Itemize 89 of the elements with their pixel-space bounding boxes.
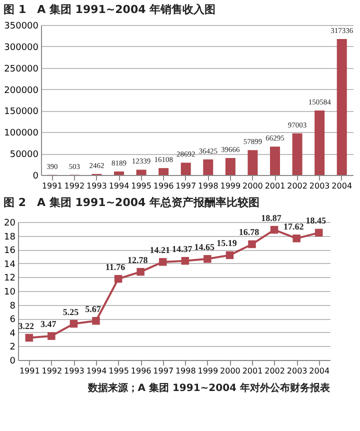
- y-tick-label: 2: [10, 342, 16, 353]
- x-tick-label: 1993: [86, 182, 107, 190]
- y-tick-label: 16: [4, 246, 16, 256]
- data-label: 5.67: [85, 304, 102, 314]
- data-label: 15.19: [216, 238, 238, 248]
- x-tick-label: 1995: [131, 182, 152, 190]
- point: [292, 234, 300, 242]
- bar: [158, 168, 169, 175]
- data-label: 3.22: [18, 320, 35, 331]
- y-tick-label: 0: [32, 172, 39, 182]
- data-label: 18.45: [306, 216, 326, 226]
- data-label: 14.65: [194, 242, 216, 252]
- y-tick-label: 18: [4, 232, 16, 242]
- bar: [114, 171, 124, 175]
- point: [270, 226, 278, 234]
- bar: [292, 133, 302, 175]
- x-tick-label: 1991: [42, 182, 62, 190]
- chart-title: 图 2 A 集团 1991~2004 年总资产报酬率比较图: [4, 196, 260, 209]
- x-tick-label: 2002: [264, 366, 285, 376]
- x-tick-label: 1991: [19, 366, 40, 376]
- x-tick-label: 1997: [176, 182, 196, 190]
- source-note: 数据来源；A 集团 1991~2004 年对外公布财务报表: [86, 382, 331, 394]
- x-tick-label: 2000: [220, 366, 240, 376]
- point: [136, 268, 144, 276]
- x-tick-label: 1994: [86, 366, 107, 376]
- point: [158, 258, 167, 266]
- x-tick-label: 2003: [309, 182, 330, 190]
- y-tick-label: 4: [10, 328, 16, 339]
- x-tick-label: 1994: [108, 182, 130, 190]
- point: [314, 228, 323, 237]
- bar: [136, 170, 146, 175]
- bar: [225, 158, 236, 175]
- bar: [336, 39, 347, 175]
- x-tick-label: 2004: [332, 182, 352, 190]
- y-tick-label: 300000: [4, 42, 39, 53]
- point: [92, 317, 100, 325]
- point: [204, 255, 212, 263]
- x-tick-label: 1998: [198, 182, 218, 190]
- bar: [314, 110, 325, 175]
- data-label: 5.25: [62, 306, 80, 317]
- y-tick-label: 100000: [4, 128, 39, 139]
- point: [48, 332, 56, 340]
- data-label: 18.87: [261, 212, 282, 223]
- x-tick-label: 1992: [42, 366, 62, 376]
- bar: [248, 150, 258, 175]
- point: [25, 334, 34, 342]
- point: [181, 256, 190, 265]
- x-tick-label: 2002: [287, 182, 308, 190]
- y-tick-label: 0: [10, 356, 16, 366]
- data-label: 11.76: [105, 262, 126, 272]
- y-tick-label: 6: [10, 315, 16, 326]
- x-tick-label: 1996: [130, 366, 152, 376]
- y-tick-label: 250000: [4, 64, 39, 74]
- x-tick-label: 1999: [198, 366, 218, 376]
- data-label: 14.37: [172, 244, 193, 254]
- y-tick-label: 12: [4, 274, 16, 284]
- y-tick-label: 50000: [10, 150, 39, 160]
- data-label: 14.21: [150, 244, 170, 255]
- x-tick-label: 2001: [264, 182, 286, 190]
- x-tick-label: 1993: [64, 366, 84, 376]
- y-tick-label: 200000: [4, 86, 39, 96]
- point: [114, 274, 122, 283]
- data-label: 12.78: [127, 254, 148, 265]
- data-label: 16.78: [238, 227, 260, 238]
- y-tick-label: 350000: [4, 22, 39, 32]
- x-tick-label: 2000: [242, 182, 263, 190]
- x-tick-label: 1995: [108, 366, 129, 376]
- data-label: 17.62: [283, 221, 304, 232]
- y-tick-label: 150000: [4, 107, 39, 118]
- y-tick-label: 20: [4, 218, 16, 228]
- bar: [203, 159, 214, 175]
- y-tick-label: 14: [4, 260, 16, 270]
- x-tick-label: 1999: [220, 182, 241, 190]
- point: [226, 251, 234, 260]
- point: [70, 320, 78, 328]
- y-tick-label: 10: [4, 288, 16, 298]
- y-tick-label: 8: [10, 301, 16, 312]
- data-label: 3.47: [40, 319, 57, 330]
- x-tick-label: 2001: [242, 366, 263, 376]
- x-tick-label: 1997: [153, 366, 174, 376]
- x-tick-label: 1996: [153, 182, 174, 190]
- x-tick-label: 1992: [64, 182, 85, 190]
- bar: [270, 146, 280, 175]
- x-tick-label: 1998: [175, 366, 196, 376]
- x-tick-label: 2004: [309, 366, 330, 376]
- chart-title: 图 1 A 集团 1991~2004 年销售收入图: [4, 3, 216, 16]
- x-tick-label: 2003: [286, 366, 308, 376]
- bar: [180, 162, 191, 175]
- point: [248, 240, 256, 248]
